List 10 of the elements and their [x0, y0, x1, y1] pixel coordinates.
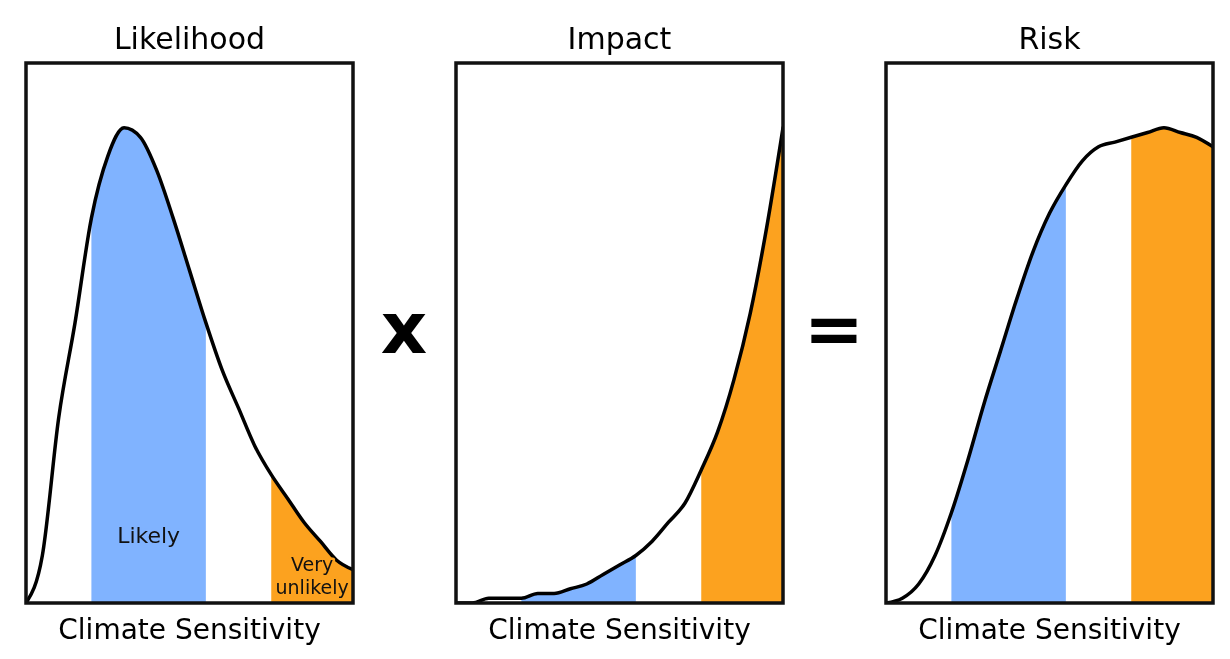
x-axis-title: Climate Sensitivity: [58, 613, 321, 646]
chart-title: Impact: [567, 21, 672, 56]
chart-title: Risk: [1018, 21, 1082, 56]
text: x: [380, 285, 428, 370]
chart-title: Likelihood: [113, 21, 266, 56]
series-label: Very unlikely: [275, 553, 349, 598]
x-axis-title: Climate Sensitivity: [488, 613, 751, 646]
x-axis-title: Climate Sensitivity: [918, 613, 1181, 646]
text: =: [803, 285, 865, 370]
series-label: Likely: [117, 523, 181, 548]
